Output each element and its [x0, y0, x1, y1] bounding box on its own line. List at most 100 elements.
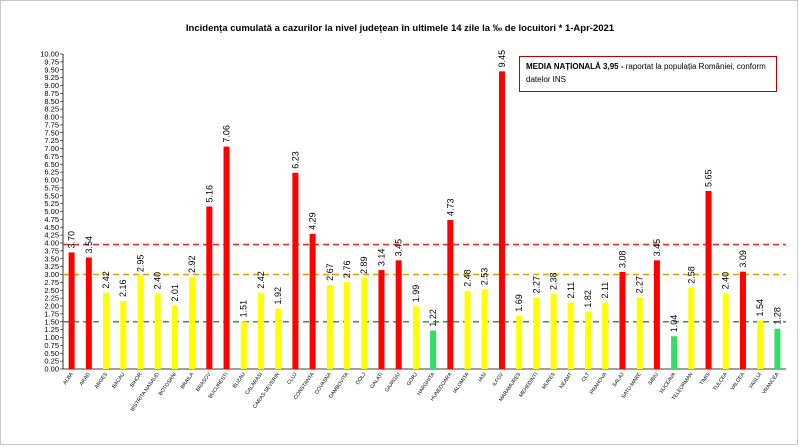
bar [516, 315, 523, 369]
category-label: BUZAU [232, 372, 247, 390]
data-label: 1.99 [411, 285, 421, 303]
y-axis: 0.000.250.500.751.001.251.501.752.002.25… [40, 50, 786, 374]
bar [326, 284, 333, 369]
y-tick-label: 6.00 [44, 176, 59, 185]
y-tick-label: 8.25 [44, 105, 59, 114]
y-tick-label: 1.00 [44, 333, 59, 342]
category-label: IASI [477, 372, 488, 383]
bar [240, 321, 247, 369]
bar [275, 308, 282, 369]
y-tick-label: 0.75 [44, 341, 59, 350]
y-tick-label: 2.75 [44, 278, 59, 287]
y-tick-label: 7.75 [44, 120, 59, 129]
bar [464, 290, 471, 369]
national-average-note: MEDIA NAȚIONALĂ 3,95 - raportat la popul… [519, 56, 777, 92]
y-tick-label: 2.50 [44, 286, 59, 295]
bar [533, 297, 540, 369]
bar [602, 302, 609, 369]
category-label: BRAILA [180, 371, 196, 390]
data-label: 3.54 [84, 236, 94, 254]
category-label: PRAHOVA [589, 371, 609, 395]
bar [774, 328, 781, 369]
data-label: 2.42 [101, 271, 111, 289]
bar [344, 282, 351, 369]
y-tick-label: 8.75 [44, 89, 59, 98]
data-label: 2.11 [600, 282, 610, 299]
chart-title: Incidența cumulată a cazurilor la nivel … [186, 23, 615, 34]
data-label: 5.16 [204, 185, 214, 203]
bar [103, 292, 110, 369]
y-tick-label: 4.00 [44, 239, 59, 248]
y-tick-label: 8.50 [44, 97, 59, 106]
data-label: 2.40 [153, 272, 163, 290]
category-label: SIBIU [647, 372, 660, 387]
bar [154, 293, 161, 369]
bar [171, 305, 178, 369]
bar [395, 260, 402, 369]
y-tick-label: 0.00 [44, 365, 59, 374]
category-label: ILFOV [492, 371, 506, 387]
y-tick-label: 7.50 [44, 128, 59, 137]
data-label: 2.92 [187, 255, 197, 273]
reference-lines [63, 243, 786, 323]
category-label: BOTOSANI [158, 372, 178, 397]
data-label: 3.45 [652, 239, 662, 257]
data-label: 1.69 [514, 294, 524, 312]
y-tick-label: 4.25 [44, 231, 59, 240]
data-label: 1.28 [772, 307, 782, 325]
category-label: TIMIS [699, 371, 712, 386]
bar [292, 172, 299, 369]
data-label: 1.82 [583, 290, 593, 308]
y-tick-label: 3.75 [44, 246, 59, 255]
data-label: 2.01 [170, 284, 180, 302]
note-highlight: MEDIA NAȚIONALĂ 3,95 - [526, 62, 624, 71]
category-label: VASLUI [748, 372, 763, 390]
y-tick-label: 9.00 [44, 81, 59, 90]
bar [430, 330, 437, 369]
bar [705, 191, 712, 369]
bar [722, 293, 729, 369]
data-label: 2.53 [480, 268, 490, 286]
bar [85, 257, 92, 369]
bar [498, 71, 505, 369]
data-label: 2.76 [342, 261, 352, 279]
bar [189, 277, 196, 369]
y-tick-label: 6.75 [44, 152, 59, 161]
bar [361, 277, 368, 369]
data-label: 2.16 [118, 279, 128, 297]
y-tick-label: 5.25 [44, 199, 59, 208]
category-label: GIURGIU [384, 372, 402, 394]
data-label: 3.45 [394, 239, 404, 257]
data-label: 2.48 [463, 269, 473, 287]
data-labels: 3.70 3.54 2.42 2.16 2.95 2.40 2.01 2.92 5.16 7.06… [67, 50, 783, 332]
bar [309, 233, 316, 369]
bar [120, 300, 127, 369]
bar [567, 302, 574, 369]
bar [619, 271, 626, 369]
data-label: 1.22 [428, 309, 438, 327]
bar [137, 276, 144, 369]
data-label: 7.06 [222, 125, 232, 143]
bar [585, 311, 592, 369]
data-label: 2.95 [135, 255, 145, 273]
y-tick-label: 5.75 [44, 183, 59, 192]
bar [653, 260, 660, 369]
bar [447, 220, 454, 369]
bar [257, 292, 264, 369]
data-label: 4.29 [308, 212, 318, 230]
data-label: 2.27 [635, 276, 645, 294]
note-text: raportat la populația României, conform … [526, 62, 766, 84]
category-label: BRASOV [195, 371, 213, 393]
data-label: 1.92 [273, 287, 283, 305]
bar [412, 306, 419, 369]
data-label: 3.70 [67, 231, 77, 249]
y-tick-label: 2.25 [44, 294, 59, 303]
y-tick-label: 0.50 [44, 349, 59, 358]
y-tick-label: 4.50 [44, 223, 59, 232]
y-tick-label: 9.25 [44, 73, 59, 82]
y-tick-label: 5.50 [44, 191, 59, 200]
category-label: ARGES [94, 371, 110, 390]
data-label: 2.38 [549, 272, 559, 290]
